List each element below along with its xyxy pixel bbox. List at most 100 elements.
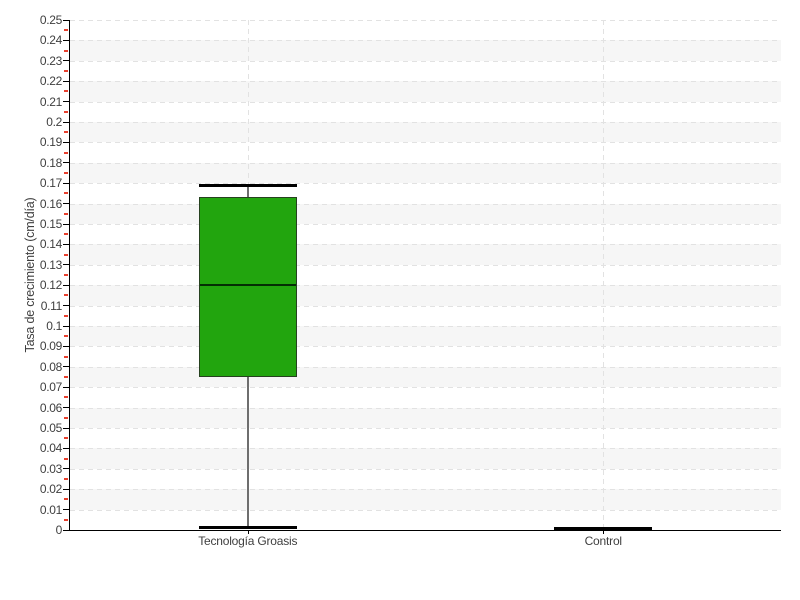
y-major-tick	[63, 60, 70, 62]
y-minor-tick	[64, 478, 68, 480]
whisker-cap-max	[198, 183, 297, 187]
gridline-horizontal	[70, 81, 781, 83]
y-major-tick	[63, 284, 70, 286]
y-major-tick	[63, 162, 70, 164]
y-minor-tick	[64, 90, 68, 93]
y-tick-label: 0.21	[39, 94, 62, 109]
box	[198, 197, 297, 377]
y-minor-tick	[64, 518, 68, 521]
y-minor-tick	[64, 253, 68, 256]
background-band	[70, 407, 781, 428]
y-major-tick	[63, 325, 70, 327]
y-minor-tick	[64, 314, 68, 317]
y-axis-line	[69, 20, 71, 531]
y-major-tick	[63, 509, 70, 511]
gridline-horizontal	[70, 387, 781, 389]
y-minor-tick	[64, 355, 68, 358]
y-tick-label: 0.06	[39, 400, 62, 415]
gridline-horizontal	[70, 468, 781, 470]
y-tick-label: 0.16	[39, 196, 62, 211]
y-tick-label: 0.15	[39, 217, 62, 231]
y-minor-tick	[64, 131, 68, 134]
y-axis-title: Tasa de crecimiento (cm/día)	[23, 197, 37, 353]
y-minor-tick	[64, 416, 68, 419]
background-band	[70, 244, 781, 265]
y-major-tick	[63, 386, 70, 388]
y-tick-label: 0.07	[39, 380, 62, 395]
gridline-horizontal	[70, 183, 781, 185]
x-category-tick	[603, 530, 605, 534]
y-major-tick	[63, 39, 70, 41]
y-minor-tick	[64, 437, 68, 440]
y-tick-label: 0.04	[39, 441, 62, 456]
gridline-horizontal	[70, 203, 781, 205]
y-major-tick	[63, 101, 70, 103]
background-band	[70, 489, 781, 510]
y-tick-label: 0.1	[46, 319, 62, 333]
background-band	[70, 40, 781, 61]
gridline-horizontal	[70, 224, 781, 225]
whisker-stem-lower	[247, 377, 249, 528]
whisker-cap-min	[198, 526, 297, 530]
gridline-horizontal	[70, 428, 781, 429]
y-tick-label: 0.2	[46, 115, 62, 129]
gridline-horizontal	[70, 407, 781, 409]
gridline-horizontal	[70, 122, 781, 123]
x-category-label: Tecnología Groasis	[198, 534, 298, 548]
median-line	[199, 284, 296, 287]
y-minor-tick	[64, 294, 68, 297]
y-tick-label: 0.25	[39, 13, 62, 27]
y-tick-label: 0.17	[39, 176, 62, 191]
y-major-tick	[63, 182, 70, 184]
y-major-tick	[63, 427, 70, 429]
y-major-tick	[63, 366, 70, 368]
y-minor-tick	[64, 192, 68, 195]
y-major-tick	[63, 223, 70, 225]
y-major-tick	[63, 141, 70, 143]
gridline-horizontal	[70, 346, 781, 348]
y-minor-tick	[64, 233, 68, 236]
x-category-label: Control	[584, 534, 622, 548]
gridline-horizontal	[70, 40, 781, 42]
y-tick-label: 0.01	[39, 502, 62, 517]
gridline-horizontal	[70, 20, 781, 21]
y-minor-tick	[64, 29, 68, 32]
y-major-tick	[63, 243, 70, 245]
y-tick-label: 0.03	[39, 461, 62, 476]
y-minor-tick	[64, 335, 68, 338]
gridline-vertical	[603, 20, 605, 530]
y-minor-tick	[64, 172, 68, 174]
y-major-tick	[63, 447, 70, 449]
y-major-tick	[63, 488, 70, 490]
y-minor-tick	[64, 151, 68, 154]
y-major-tick	[63, 264, 70, 266]
gridline-horizontal	[70, 285, 781, 287]
gridline-horizontal	[70, 448, 781, 450]
y-tick-label: 0.13	[39, 257, 62, 272]
y-major-tick	[63, 468, 70, 470]
y-tick-label: 0.02	[39, 482, 62, 497]
y-minor-tick	[64, 49, 68, 52]
whisker-stem-upper	[247, 185, 249, 198]
y-major-tick	[63, 19, 70, 21]
y-tick-label: 0.05	[39, 421, 62, 435]
x-category-tick	[247, 530, 249, 534]
gridline-horizontal	[70, 60, 781, 62]
y-minor-tick	[64, 396, 68, 399]
gridline-horizontal	[70, 162, 781, 164]
y-tick-label: 0.23	[39, 53, 62, 68]
background-band	[70, 81, 781, 102]
gridline-horizontal	[70, 305, 781, 307]
y-major-tick	[63, 529, 70, 531]
gridline-horizontal	[70, 366, 781, 368]
y-minor-tick	[64, 457, 68, 460]
y-tick-label: 0.18	[39, 155, 62, 170]
gridline-horizontal	[70, 326, 781, 327]
y-major-tick	[63, 80, 70, 82]
gridline-horizontal	[70, 142, 781, 144]
y-tick-label: 0.12	[39, 278, 62, 293]
y-minor-tick	[64, 70, 68, 72]
y-major-tick	[63, 305, 70, 307]
gridline-horizontal	[70, 509, 781, 511]
y-major-tick	[63, 121, 70, 123]
